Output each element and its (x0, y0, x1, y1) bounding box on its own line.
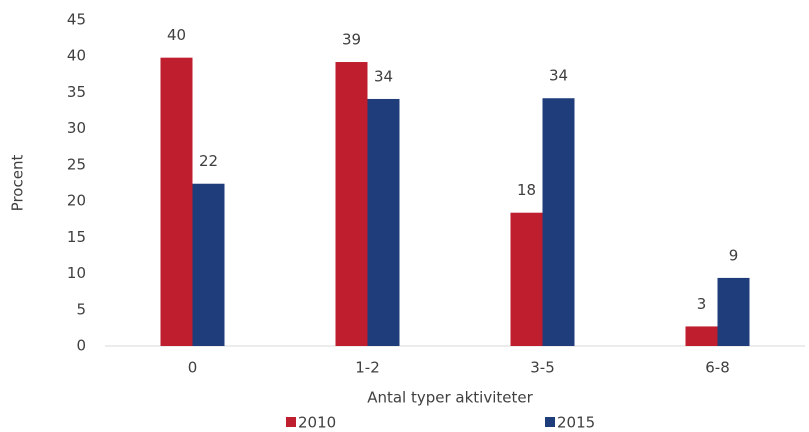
bar (685, 326, 718, 346)
bar (335, 62, 368, 347)
legend-label: 2010 (298, 414, 336, 432)
x-tick-label: 1-2 (355, 359, 380, 377)
y-tick-label: 30 (67, 119, 86, 137)
legend-swatch (545, 417, 555, 427)
legend-label: 2015 (557, 414, 595, 432)
bar (160, 57, 193, 346)
x-tick-label: 0 (188, 359, 198, 377)
data-label: 34 (374, 67, 393, 85)
data-label: 18 (517, 181, 536, 199)
y-tick-label: 40 (67, 47, 86, 65)
y-tick-label: 0 (76, 337, 86, 355)
bar (192, 183, 225, 346)
data-label: 22 (199, 152, 218, 170)
bar (510, 212, 543, 346)
data-label: 40 (167, 26, 186, 44)
y-tick-label: 25 (67, 155, 86, 173)
y-tick-label: 10 (67, 264, 86, 282)
data-label: 39 (342, 31, 361, 49)
bar (542, 98, 575, 347)
y-tick-label: 15 (67, 228, 86, 246)
y-axis-label: Procent (9, 155, 27, 212)
data-label: 3 (697, 295, 707, 313)
bar (367, 98, 400, 346)
y-tick-label: 20 (67, 192, 86, 210)
data-label: 34 (549, 67, 568, 85)
y-tick-label: 35 (67, 83, 86, 101)
x-tick-label: 3-5 (530, 359, 555, 377)
legend-swatch (286, 417, 296, 427)
y-tick-label: 45 (67, 11, 86, 29)
y-tick-label: 5 (76, 300, 86, 318)
x-tick-label: 6-8 (705, 359, 730, 377)
bar (717, 277, 750, 346)
data-label: 9 (729, 246, 739, 264)
x-axis-label: Antal typer aktiviteter (367, 389, 533, 407)
